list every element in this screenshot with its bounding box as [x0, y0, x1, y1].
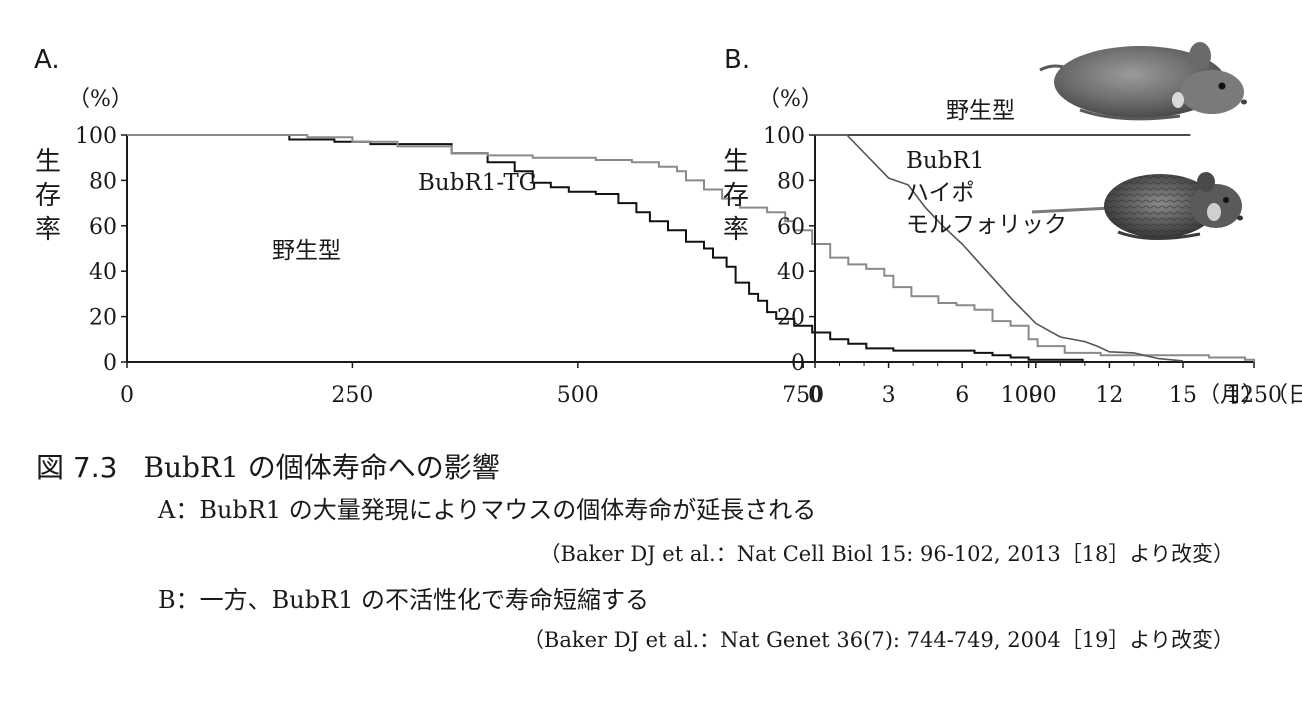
y-tick-label: 80	[89, 169, 117, 194]
panel-b-label: B.	[724, 45, 750, 75]
y-tick-label: 20	[777, 306, 805, 331]
x-tick-label: 750	[782, 383, 824, 408]
panel-b-series	[815, 134, 1191, 362]
y-tick-label: 40	[777, 260, 805, 285]
y-tick-label: 60	[89, 215, 117, 240]
x-tick-label: 12	[1095, 383, 1123, 408]
x-tick-label: 3	[882, 383, 896, 408]
x-tick-label: 0	[120, 383, 134, 408]
panel-b-annotation-hypo: ハイポ	[906, 180, 975, 206]
figure-number: 図 7.3	[36, 451, 118, 484]
panel-a-annotation-wild-type: 野生型	[272, 238, 341, 264]
series-line-2	[815, 134, 1184, 362]
panel-a-unit-label: （%）	[68, 87, 133, 112]
bubr1-hypomorphic-mouse-photo	[1031, 172, 1243, 240]
x-tick-label: 500	[557, 383, 599, 408]
x-tick-label: 1000	[1001, 383, 1057, 408]
y-tick-label: 20	[89, 306, 117, 331]
panel-b-unit-label: （%）	[758, 87, 823, 112]
panel-a-label: A.	[34, 45, 60, 75]
panel-b-annotation-wild-type: 野生型	[946, 98, 1015, 124]
x-tick-label: 250	[331, 383, 373, 408]
x-tick-label: 15	[1169, 383, 1197, 408]
x-axis-unit: （日）	[1266, 383, 1302, 408]
panel-a-series	[127, 134, 1255, 362]
panel-b-y-axis-label: 生存率	[723, 147, 749, 245]
y-tick-label: 40	[89, 260, 117, 285]
y-tick-label: 0	[103, 351, 117, 376]
panel-a-annotation-bubr1-tg: BubR1-TG	[418, 170, 537, 196]
x-tick-label: 6	[955, 383, 969, 408]
x-tick-label: 9	[1029, 383, 1043, 408]
panel-b-annotation-morphic: モルフォリック	[906, 212, 1067, 238]
caption-source-a: （Baker DJ et al.：Nat Cell Biol 15: 96-10…	[539, 542, 1234, 566]
series-line-1	[127, 134, 1084, 362]
y-tick-label: 60	[777, 215, 805, 240]
caption-line-a: A：BubR1 の大量発現によりマウスの個体寿命が延長される	[158, 496, 817, 524]
panel-b-annotation-bubr1: BubR1	[906, 148, 984, 174]
wild-type-mouse-photo	[1039, 42, 1247, 121]
caption-source-b: （Baker DJ et al.：Nat Genet 36(7): 744-74…	[522, 628, 1234, 652]
y-tick-label: 0	[791, 351, 805, 376]
caption-line-b: B：一方、BubR1 の不活性化で寿命短縮する	[158, 586, 650, 614]
x-axis-unit: （月）	[1198, 383, 1264, 408]
y-tick-label: 100	[763, 124, 805, 149]
x-tick-label: 1250	[1226, 383, 1282, 408]
series-line-2	[127, 134, 1255, 362]
panel-b-axes	[814, 135, 1195, 363]
figure-caption-title: 図 7.3 BubR1 の個体寿命への影響	[36, 446, 500, 486]
x-tick-label: 0	[808, 383, 822, 408]
y-tick-label: 100	[75, 124, 117, 149]
y-tick-label: 80	[777, 169, 805, 194]
panel-a-y-axis-label: 生存率	[35, 147, 61, 245]
figure-title: BubR1 の個体寿命への影響	[143, 451, 500, 484]
